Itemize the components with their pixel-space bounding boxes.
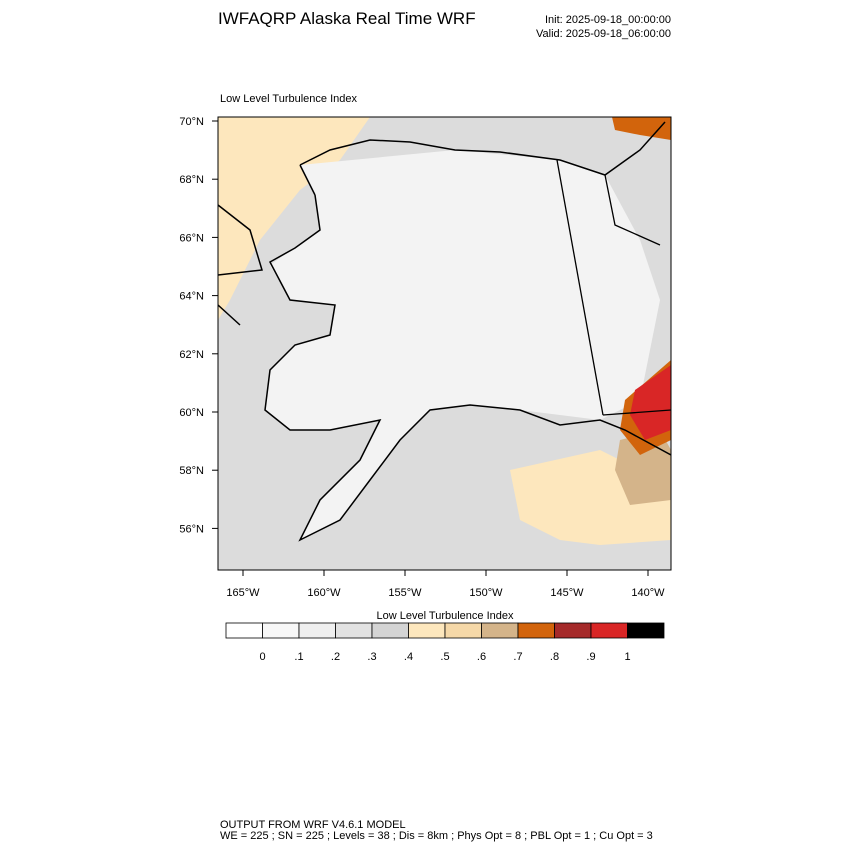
lon-label: 165°W: [226, 587, 260, 599]
lon-label: 160°W: [307, 587, 341, 599]
lat-label: 70°N: [179, 116, 204, 128]
colorbar-box: [590, 622, 628, 639]
valid-time: Valid: 2025-09-18_06:00:00: [536, 28, 671, 40]
tan-field: [615, 430, 671, 505]
init-time: Init: 2025-09-18_00:00:00: [545, 14, 671, 26]
lat-label: 56°N: [179, 523, 204, 535]
colorbar-box: [481, 622, 519, 639]
colorbar-label: .2: [331, 651, 340, 663]
colorbar-box: [262, 622, 300, 639]
map-frame: [217, 116, 672, 571]
orange-field: [612, 117, 671, 140]
colorbar-label: .1: [294, 651, 303, 663]
colorbar-box: [335, 622, 373, 639]
map: [217, 116, 672, 571]
colorbar-label: .6: [477, 651, 486, 663]
axis-labels: 70°N 68°N 66°N 64°N 62°N 60°N 58°N 56°N 165°W 160…: [179, 116, 665, 599]
colorbar-box: [444, 622, 482, 639]
footer-line: WE = 225 ; SN = 225 ; Levels = 38 ; Dis …: [220, 830, 653, 842]
colorbar-label: .5: [440, 651, 449, 663]
colorbar-box: [554, 622, 592, 639]
lat-label: 68°N: [179, 174, 204, 186]
lat-label: 60°N: [179, 407, 204, 419]
colorbar-label: .7: [513, 651, 522, 663]
lat-label: 64°N: [179, 291, 204, 303]
land-field: [265, 150, 660, 540]
lon-label: 155°W: [388, 587, 422, 599]
colorbar-box: [627, 622, 665, 639]
colorbar-box: [408, 622, 446, 639]
lat-label: 66°N: [179, 232, 204, 244]
coastline: [218, 121, 671, 542]
colorbar: 0 .1 .2 .3 .4 .5 .6 .7 .8 .9 1: [225, 622, 665, 663]
map-title: Low Level Turbulence Index: [220, 93, 357, 105]
colorbar-label: 1: [624, 651, 630, 663]
colorbar-label: .3: [367, 651, 376, 663]
footer-line: OUTPUT FROM WRF V4.6.1 MODEL: [220, 819, 406, 831]
lat-label: 58°N: [179, 465, 204, 477]
title: IWFAQRP Alaska Real Time WRF: [218, 9, 476, 28]
tan-field: [218, 117, 370, 320]
lon-label: 145°W: [550, 587, 584, 599]
colorbar-label: .4: [404, 651, 413, 663]
border: [556, 159, 671, 416]
colorbar-box: [517, 622, 555, 639]
colorbar-box: [225, 622, 263, 639]
lat-label: 62°N: [179, 349, 204, 361]
lon-label: 150°W: [469, 587, 503, 599]
colorbar-label: .8: [550, 651, 559, 663]
colorbar-label: .9: [586, 651, 595, 663]
colorbar-title: Low Level Turbulence Index: [377, 610, 514, 622]
colorbar-box: [298, 622, 336, 639]
red-field: [630, 365, 671, 440]
colorbar-box: [371, 622, 409, 639]
colorbar-label: 0: [259, 651, 265, 663]
lon-label: 140°W: [631, 587, 665, 599]
